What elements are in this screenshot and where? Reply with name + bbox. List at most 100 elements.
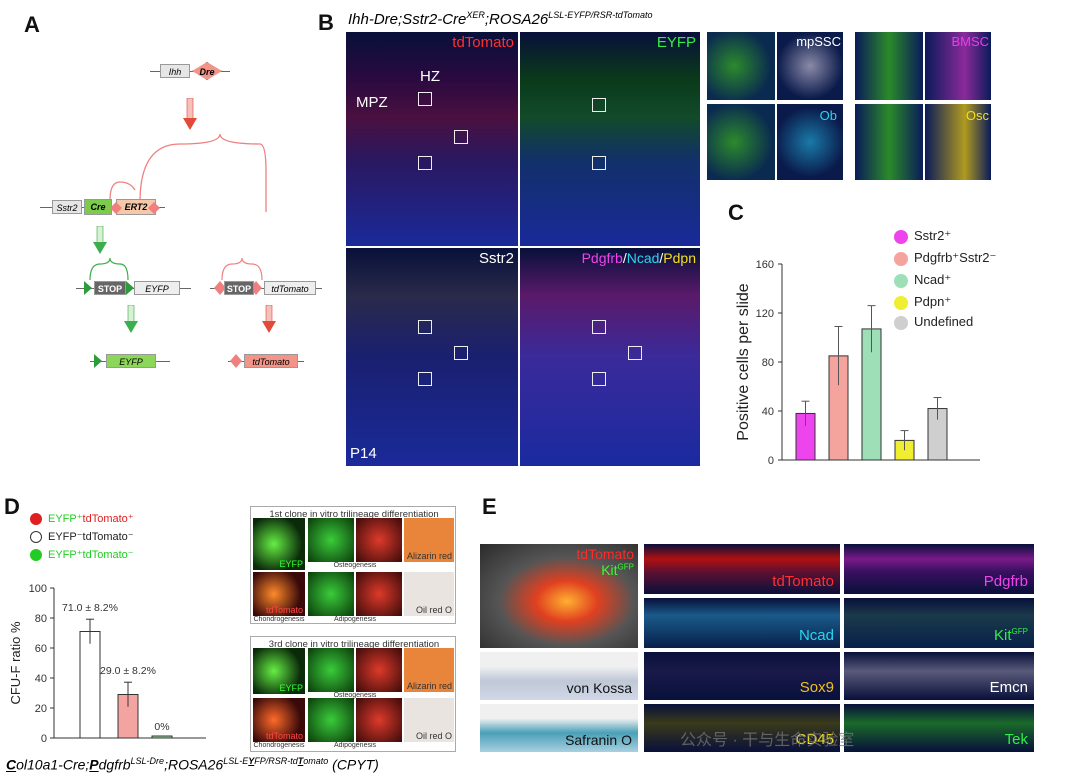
loxp-icon — [110, 202, 160, 214]
clone3-oilred: Oil red O — [404, 698, 454, 742]
clone3-osteo-td — [356, 648, 402, 692]
e-ncad: Ncad — [644, 598, 840, 648]
clone1-adipo-td — [356, 572, 402, 616]
chart-d: 0 20 40 60 80 100 CFU-F ratio % 71.0 ± 8.2% 29.0… — [8, 583, 206, 745]
e-kit: KitGFP — [844, 598, 1034, 648]
clone1-chondro-td: tdTomato — [253, 572, 305, 616]
arrow-down-red-icon-2 — [262, 305, 276, 333]
caption-adipo-1: Adipogenesis — [333, 616, 377, 623]
d-y-label: CFU-F ratio % — [8, 621, 23, 705]
c-tick-label: 40 — [762, 406, 774, 418]
e-vonkossa: von Kossa — [480, 652, 638, 700]
panel-label-c: C — [728, 200, 744, 225]
inset-eyfp-3 — [707, 104, 775, 180]
e-sox9: Sox9 — [644, 652, 840, 700]
chart-c: 0 40 80 120 160 Positive cells per slide — [735, 259, 980, 467]
e-pdgfrb: Pdgfrb — [844, 544, 1034, 594]
watermark: 公众号 · 干与生命实验室 — [680, 732, 855, 749]
micrograph-multiplex: Pdgfrb/Ncad/Pdpn — [520, 248, 700, 466]
clone1-oilred: Oil red O — [404, 572, 454, 616]
clone3-adipo-td — [356, 698, 402, 742]
c-tick-label: 160 — [756, 259, 774, 271]
gene-stop-1: STOP — [94, 281, 126, 295]
legend-d-2: EYFP⁺tdTomato⁻ — [48, 549, 134, 561]
caption-chondro-1: Chondrogenesis — [253, 616, 305, 623]
rox-remaining-icon — [230, 354, 242, 368]
legend-c-4: Undefined — [914, 314, 974, 329]
caption-adipo-3: Adipogenesis — [333, 742, 377, 749]
inset-ob: Ob — [777, 104, 843, 180]
e-tek: Tek — [844, 704, 1034, 752]
d-tick-label: 80 — [35, 613, 47, 625]
caption-chondro-3: Chondrogenesis — [253, 742, 305, 749]
clone3-alizarin: Alizarin red — [404, 648, 454, 692]
gene-sstr2: Sstr2 — [52, 200, 82, 214]
d-tick-label: 100 — [29, 583, 47, 595]
clone3-box: 3rd clone in vitro trilineage differenti… — [250, 636, 456, 752]
caption-osteo-1: Osteogenesis — [333, 562, 377, 569]
lox-triangles-icon — [84, 281, 134, 295]
inset-eyfp-2 — [855, 32, 923, 100]
clone1-osteo-eyfp — [308, 518, 354, 562]
inset-eyfp-4 — [855, 104, 923, 180]
bracket-icon — [109, 133, 267, 212]
c-tick-label: 80 — [762, 357, 774, 369]
e-cd45: CD45 — [644, 704, 840, 752]
d-tick-label: 0 — [41, 733, 47, 745]
gene-eyfp-out: EYFP — [106, 354, 156, 368]
gene-tdtomato: tdTomato — [264, 281, 316, 295]
panel-b-title: Ihh-Dre;Sstr2-CreXER;ROSA26LSL-EYFP/RSR-… — [348, 10, 653, 28]
legend-d-1: EYFP⁻tdTomato⁻ — [48, 531, 134, 543]
gene-cre: Cre — [84, 199, 112, 215]
panel-label-e: E — [482, 494, 497, 519]
d-bar-label: 29.0 ± 8.2% — [100, 665, 156, 677]
gene-ihh: Ihh — [160, 64, 190, 78]
e-tdtomato: tdTomato — [644, 544, 840, 594]
clone3-chondro-td: tdTomato — [253, 698, 305, 742]
d-bar-label: 0% — [154, 721, 169, 733]
gene-tdtomato-out: tdTomato — [244, 354, 298, 368]
clone1-adipo-eyfp — [308, 572, 354, 616]
caption-osteo-3: Osteogenesis — [333, 692, 377, 699]
clone3-chondro-eyfp: EYFP — [253, 648, 305, 694]
e-emcn: Emcn — [844, 652, 1034, 700]
micrograph-tdtomato: tdTomato HZ MPZ — [346, 32, 518, 246]
red-bracket-icon — [221, 258, 263, 281]
c-tick-label: 120 — [756, 308, 774, 320]
gene-stop-2: STOP — [224, 281, 254, 295]
clone1-chondro-eyfp: EYFP — [253, 518, 305, 570]
clone3-osteo-eyfp — [308, 648, 354, 692]
d-tick-label: 60 — [35, 643, 47, 655]
gene-eyfp: EYFP — [134, 281, 180, 295]
micrograph-eyfp: EYFP — [520, 32, 700, 246]
arrow-down-green-icon-2 — [124, 305, 138, 333]
clone1-osteo-td — [356, 518, 402, 562]
panel-label-a: A — [24, 12, 40, 37]
c-tick-label: 0 — [768, 455, 774, 467]
c-y-label: Positive cells per slide — [735, 283, 752, 441]
green-bracket-icon — [89, 258, 129, 281]
lox-remaining-icon — [94, 354, 102, 368]
panel-label-d: D — [4, 494, 20, 519]
inset-mpssc: mpSSC — [777, 32, 843, 100]
inset-osc: Osc — [925, 104, 991, 180]
legend-c-1: Pdgfrb⁺Sstr2⁻ — [914, 250, 997, 265]
panel-label-b: B — [318, 10, 334, 35]
legend-c-3: Pdpn⁺ — [914, 294, 952, 309]
d-bar — [79, 631, 101, 739]
gene-dre: Dre — [192, 62, 222, 80]
d-tick-label: 40 — [35, 673, 47, 685]
e-overlay-image: tdTomato KitGFP — [480, 544, 638, 648]
inset-bmsc: BMSC — [925, 32, 991, 100]
legend-c-2: Ncad⁺ — [914, 272, 952, 287]
legend-c-0: Sstr2⁺ — [914, 228, 952, 243]
clone3-adipo-eyfp — [308, 698, 354, 742]
clone1-alizarin: Alizarin red — [404, 518, 454, 562]
clone1-box: 1st clone in vitro trilineage differenti… — [250, 506, 456, 624]
micrograph-sstr2: Sstr2 P14 — [346, 248, 518, 466]
inset-eyfp-1 — [707, 32, 775, 100]
arrow-down-icon — [183, 98, 197, 130]
arrow-down-green-icon — [93, 226, 107, 254]
d-bar-label: 71.0 ± 8.2% — [62, 602, 118, 614]
d-bar — [151, 735, 173, 739]
